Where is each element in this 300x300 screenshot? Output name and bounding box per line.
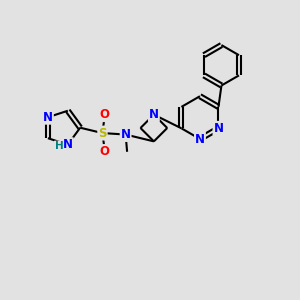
Text: O: O (100, 145, 110, 158)
Text: N: N (195, 133, 205, 146)
Text: N: N (149, 108, 159, 121)
Text: N: N (121, 128, 130, 141)
Text: S: S (98, 127, 107, 140)
Text: N: N (43, 111, 53, 124)
Text: H: H (55, 141, 63, 151)
Text: O: O (100, 108, 110, 121)
Text: N: N (214, 122, 224, 135)
Text: N: N (63, 138, 73, 151)
